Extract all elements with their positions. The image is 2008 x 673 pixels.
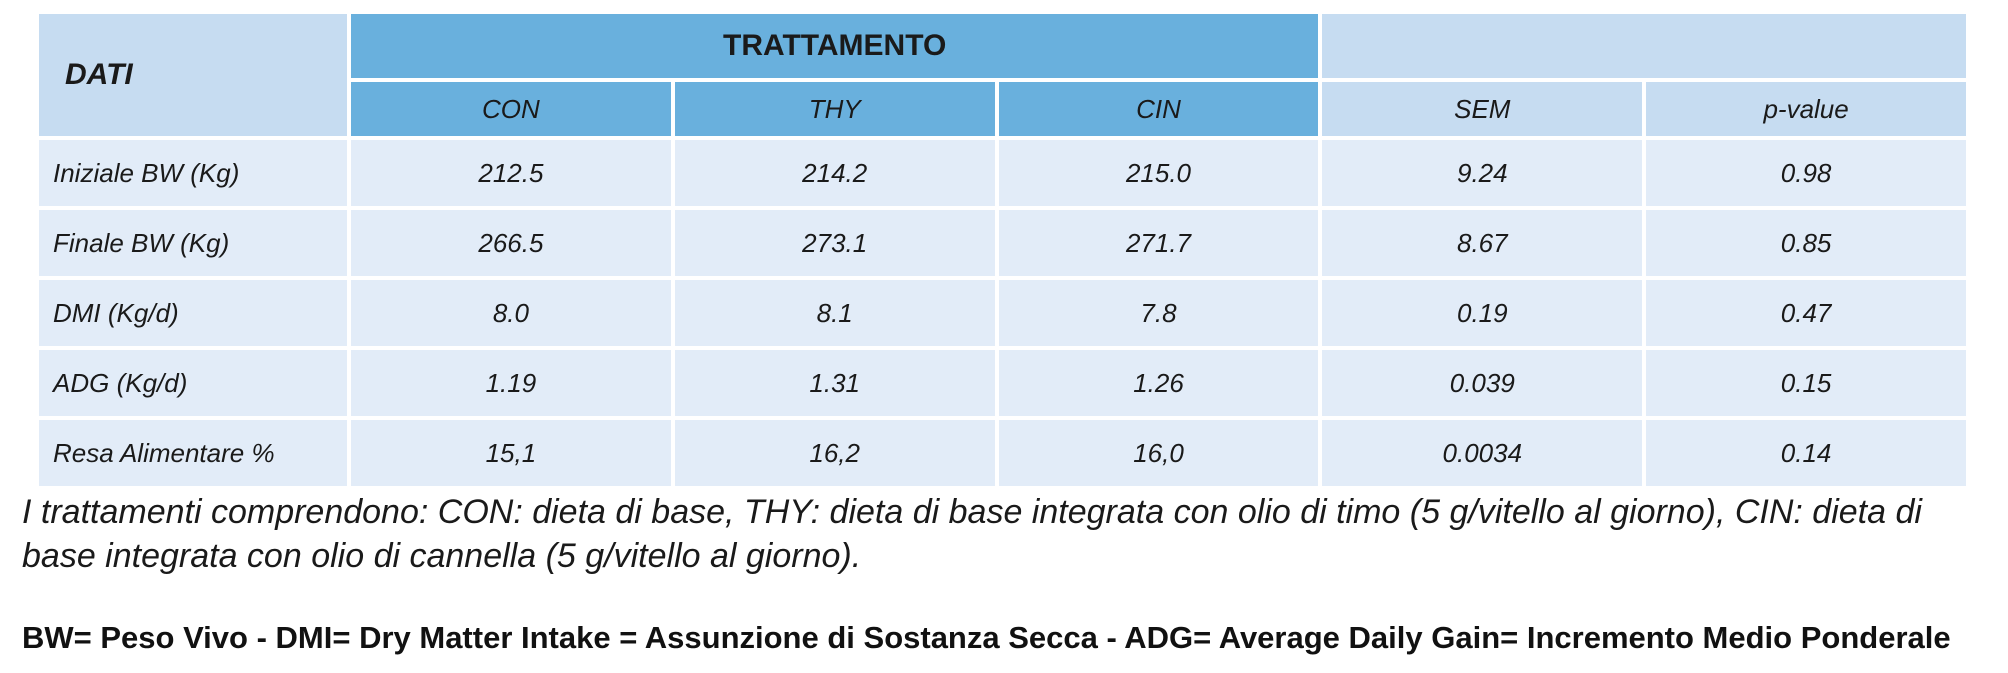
cell: 16,0 [998, 420, 1319, 486]
cell: 0.0034 [1322, 420, 1643, 486]
column-header: p-value [1646, 82, 1966, 136]
cell: 266.5 [351, 210, 671, 276]
table-row: Resa Alimentare % 15,1 16,2 16,0 0.0034 0.14 [39, 420, 1966, 486]
column-header: CIN [998, 82, 1319, 136]
results-table: DATI TRATTAMENTO CON THY CIN SEM p-value Ini… [35, 10, 1970, 490]
cell: 15,1 [351, 420, 671, 486]
cell: 0.47 [1646, 280, 1966, 346]
row-label: Finale BW (Kg) [39, 210, 347, 276]
cell: 1.31 [674, 350, 995, 416]
abbreviations-note: BW= Peso Vivo - DMI= Dry Matter Intake =… [22, 620, 1951, 655]
row-label: Iniziale BW (Kg) [39, 140, 347, 206]
cell: 1.19 [351, 350, 671, 416]
cell: 0.14 [1646, 420, 1966, 486]
row-label: Resa Alimentare % [39, 420, 347, 486]
cell: 212.5 [351, 140, 671, 206]
dati-header: DATI [39, 14, 347, 136]
column-header: CON [351, 82, 671, 136]
cell: 8.67 [1322, 210, 1643, 276]
column-header: SEM [1322, 82, 1643, 136]
column-header: THY [674, 82, 995, 136]
table-row: DMI (Kg/d) 8.0 8.1 7.8 0.19 0.47 [39, 280, 1966, 346]
column-header-row: CON THY CIN SEM p-value [39, 82, 1966, 136]
cell: 16,2 [674, 420, 995, 486]
table-row: Finale BW (Kg) 266.5 273.1 271.7 8.67 0.85 [39, 210, 1966, 276]
cell: 1.26 [998, 350, 1319, 416]
cell: 9.24 [1322, 140, 1643, 206]
cell: 0.039 [1322, 350, 1643, 416]
cell: 0.85 [1646, 210, 1966, 276]
row-label: ADG (Kg/d) [39, 350, 347, 416]
table-row: Iniziale BW (Kg) 212.5 214.2 215.0 9.24 0.98 [39, 140, 1966, 206]
cell: 214.2 [674, 140, 995, 206]
cell: 273.1 [674, 210, 995, 276]
cell: 7.8 [998, 280, 1319, 346]
cell: 8.1 [674, 280, 995, 346]
row-label: DMI (Kg/d) [39, 280, 347, 346]
cell: 8.0 [351, 280, 671, 346]
trattamento-header: TRATTAMENTO [351, 14, 1319, 78]
cell: 271.7 [998, 210, 1319, 276]
blank-header [1322, 14, 1966, 78]
treatments-note: I trattamenti comprendono: CON: dieta di… [22, 493, 1922, 575]
table-row: ADG (Kg/d) 1.19 1.31 1.26 0.039 0.15 [39, 350, 1966, 416]
cell: 215.0 [998, 140, 1319, 206]
cell: 0.19 [1322, 280, 1643, 346]
cell: 0.98 [1646, 140, 1966, 206]
cell: 0.15 [1646, 350, 1966, 416]
